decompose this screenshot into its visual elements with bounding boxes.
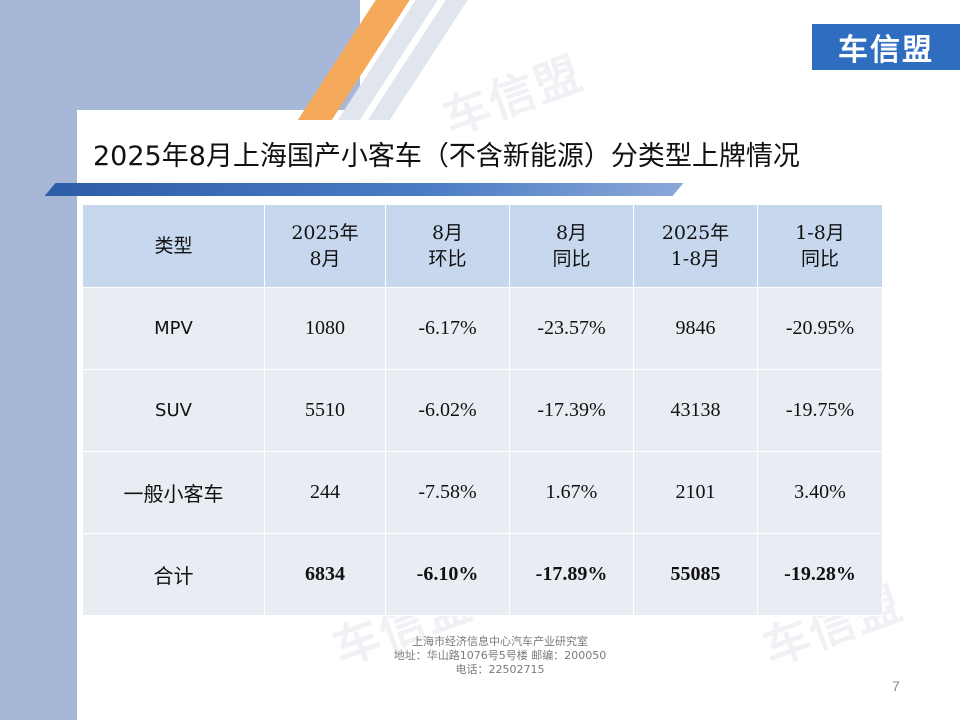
footer-org: 上海市经济信息中心汽车产业研究室	[412, 635, 588, 648]
table-header-row: 类型 2025年 8月 8月 环比 8月 同比 2025年 1-8月 1-8月 同比	[82, 204, 883, 288]
watermark: 车信盟	[436, 45, 590, 146]
registration-table: 类型 2025年 8月 8月 环比 8月 同比 2025年 1-8月 1-8月 同比 MP…	[82, 204, 883, 616]
cell-ytd-volume: 55085	[633, 533, 758, 616]
cell-aug-yoy: -17.89%	[509, 533, 634, 616]
header-type: 类型	[82, 204, 265, 288]
cell-aug-mom: -6.02%	[385, 369, 510, 452]
cell-ytd-volume: 43138	[633, 369, 758, 452]
footer-address: 地址：华山路1076号5号楼 邮编：200050	[393, 649, 607, 662]
footer-contact: 上海市经济信息中心汽车产业研究室 地址：华山路1076号5号楼 邮编：20005…	[340, 635, 660, 677]
top-decor-band	[0, 0, 360, 110]
title-underline-bar	[44, 183, 684, 196]
cell-ytd-yoy: -20.95%	[757, 287, 883, 370]
cell-aug-volume: 6834	[264, 533, 386, 616]
cell-type: 一般小客车	[82, 451, 265, 534]
cell-aug-volume: 244	[264, 451, 386, 534]
page-number: 7	[892, 678, 900, 694]
cell-ytd-yoy: 3.40%	[757, 451, 883, 534]
cell-ytd-volume: 9846	[633, 287, 758, 370]
cell-aug-mom: -6.10%	[385, 533, 510, 616]
cell-type: MPV	[82, 287, 265, 370]
table-row: 一般小客车 244 -7.58% 1.67% 2101 3.40%	[82, 451, 883, 534]
cell-ytd-yoy: -19.75%	[757, 369, 883, 452]
cell-aug-yoy: 1.67%	[509, 451, 634, 534]
table-row: MPV 1080 -6.17% -23.57% 9846 -20.95%	[82, 287, 883, 370]
cell-aug-yoy: -17.39%	[509, 369, 634, 452]
cell-type: SUV	[82, 369, 265, 452]
brand-logo: 车信盟	[812, 24, 960, 70]
cell-aug-yoy: -23.57%	[509, 287, 634, 370]
slide-title: 2025年8月上海国产小客车（不含新能源）分类型上牌情况	[93, 141, 800, 172]
table-total-row: 合计 6834 -6.10% -17.89% 55085 -19.28%	[82, 533, 883, 616]
left-decor-band	[0, 0, 77, 720]
cell-aug-volume: 1080	[264, 287, 386, 370]
header-2025-aug: 2025年 8月	[264, 204, 386, 288]
header-ytd-yoy: 1-8月 同比	[757, 204, 883, 288]
cell-aug-volume: 5510	[264, 369, 386, 452]
table-row: SUV 5510 -6.02% -17.39% 43138 -19.75%	[82, 369, 883, 452]
header-aug-mom: 8月 环比	[385, 204, 510, 288]
cell-ytd-volume: 2101	[633, 451, 758, 534]
cell-aug-mom: -7.58%	[385, 451, 510, 534]
cell-ytd-yoy: -19.28%	[757, 533, 883, 616]
footer-phone: 电话：22502715	[455, 663, 545, 676]
header-2025-ytd: 2025年 1-8月	[633, 204, 758, 288]
header-aug-yoy: 8月 同比	[509, 204, 634, 288]
cell-aug-mom: -6.17%	[385, 287, 510, 370]
cell-type: 合计	[82, 533, 265, 616]
